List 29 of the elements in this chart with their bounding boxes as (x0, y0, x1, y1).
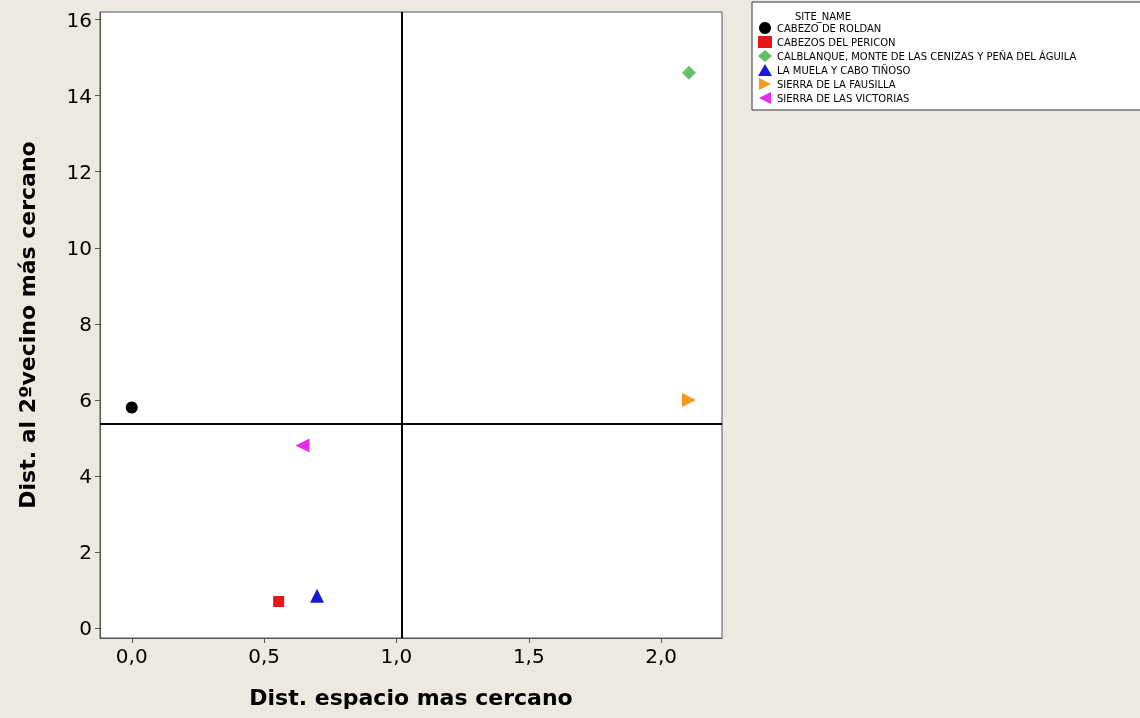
legend-label: SIERRA DE LA FAUSILLA (777, 78, 896, 90)
y-tick-label: 10 (66, 235, 92, 260)
y-tick-label: 6 (79, 387, 92, 412)
x-tick-label: 2,0 (645, 644, 678, 668)
point (681, 65, 696, 80)
y-tick-label: 2 (79, 540, 92, 565)
point (681, 392, 696, 407)
x-tick-label: 1,0 (380, 644, 413, 668)
y-tick-label: 0 (79, 616, 92, 641)
y-tick-label: 4 (79, 463, 92, 488)
legend-title: SITE_NAME (795, 10, 851, 23)
point (125, 401, 138, 414)
y-tick-label: 12 (66, 159, 92, 184)
point (310, 588, 325, 603)
legend-label: SIERRA DE LAS VICTORIAS (777, 92, 910, 104)
legend-label: CABEZO DE ROLDAN (777, 22, 882, 34)
legend-label: CABEZOS DEL PERICON (777, 36, 896, 48)
point (273, 595, 285, 607)
x-tick-label: 1,5 (512, 644, 545, 668)
x-tick-label: 0,5 (248, 644, 281, 668)
y-tick-label: 16 (66, 7, 92, 32)
y-axis-title: Dist. al 2ºvecino más cercano (14, 141, 40, 509)
y-tick-label: 8 (79, 311, 92, 336)
legend-label: LA MUELA Y CABO TIÑOSO (777, 63, 911, 76)
point (295, 438, 310, 453)
x-axis-title: Dist. espacio mas cercano (249, 684, 573, 710)
legend-label: CALBLANQUE, MONTE DE LAS CENIZAS Y PEÑA DEL ÁGUILA (777, 49, 1077, 62)
x-tick-label: 0,0 (115, 644, 148, 668)
y-tick-label: 14 (66, 83, 92, 108)
